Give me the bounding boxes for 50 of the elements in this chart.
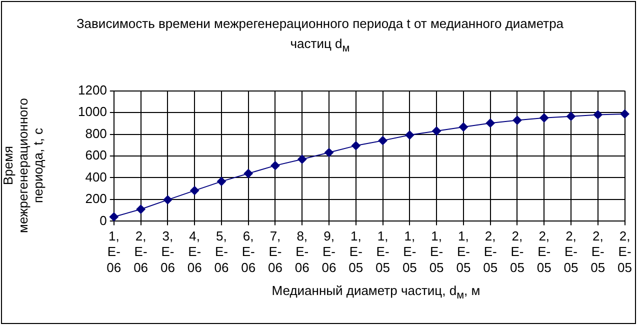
y-tick-label: 600	[85, 148, 107, 163]
x-tick-label: 2,E-05	[483, 228, 498, 275]
x-tick-label: 1,E-05	[429, 228, 444, 275]
x-tick-label: 8,E-06	[294, 228, 310, 275]
x-tick-label: 1,E-06	[106, 228, 122, 275]
point	[244, 168, 253, 178]
chart-title: Зависимость времени межрегенерационного периода t от медианного диаметра частиц d$_{м}$	[75, 15, 565, 57]
point	[540, 113, 549, 122]
y-tick-label: 200	[85, 191, 107, 206]
x-tick-label: 2,E-06	[134, 228, 148, 275]
x-tick-label: 2,E-05	[536, 228, 552, 275]
x-tick-label: 2,E-05	[618, 228, 632, 275]
point	[432, 126, 442, 136]
x-tick-label: 1,E-05	[348, 228, 364, 275]
point	[190, 186, 200, 196]
point	[136, 204, 146, 214]
x-tick-label: 1,E-05	[402, 228, 417, 275]
x-tick-label: 6,E-06	[241, 228, 256, 275]
y-tick-label: 0	[100, 212, 107, 228]
point	[109, 212, 118, 222]
point	[324, 148, 334, 158]
x-tick-label: 7,E-06	[268, 228, 282, 275]
x-axis-title: Медианный диаметр частиц, d$_{м}$, м	[270, 283, 482, 302]
point	[378, 136, 388, 146]
y-tick-label: 1200	[78, 82, 107, 98]
y-tick-label: 1000	[78, 104, 107, 120]
point	[270, 161, 280, 170]
x-tick-label: 2,E-05	[564, 228, 578, 275]
x-tick-label: 1,E-05	[456, 228, 471, 275]
point	[216, 176, 226, 186]
point	[298, 154, 307, 164]
x-tick-label: 1,E-05	[376, 228, 390, 275]
point	[351, 141, 360, 150]
x-tick-label: 2,E-05	[510, 228, 524, 275]
point	[593, 110, 602, 120]
x-tick-label: 5,E-06	[214, 228, 229, 275]
point	[566, 112, 576, 121]
point	[163, 195, 172, 204]
y-axis-title: Время межрегенерационного периода, t, с	[0, 97, 46, 235]
point	[405, 130, 414, 140]
point	[458, 122, 468, 132]
y-tick-label: 400	[85, 169, 107, 184]
x-tick-label: 4,E-06	[187, 228, 202, 275]
x-tick-label: 3,E-06	[160, 228, 175, 275]
point	[486, 118, 495, 128]
point	[620, 109, 630, 118]
point	[512, 116, 522, 125]
x-tick-label: 2,E-05	[590, 228, 606, 275]
x-tick-label: 9,E-06	[322, 228, 336, 275]
y-tick-label: 800	[85, 126, 107, 141]
